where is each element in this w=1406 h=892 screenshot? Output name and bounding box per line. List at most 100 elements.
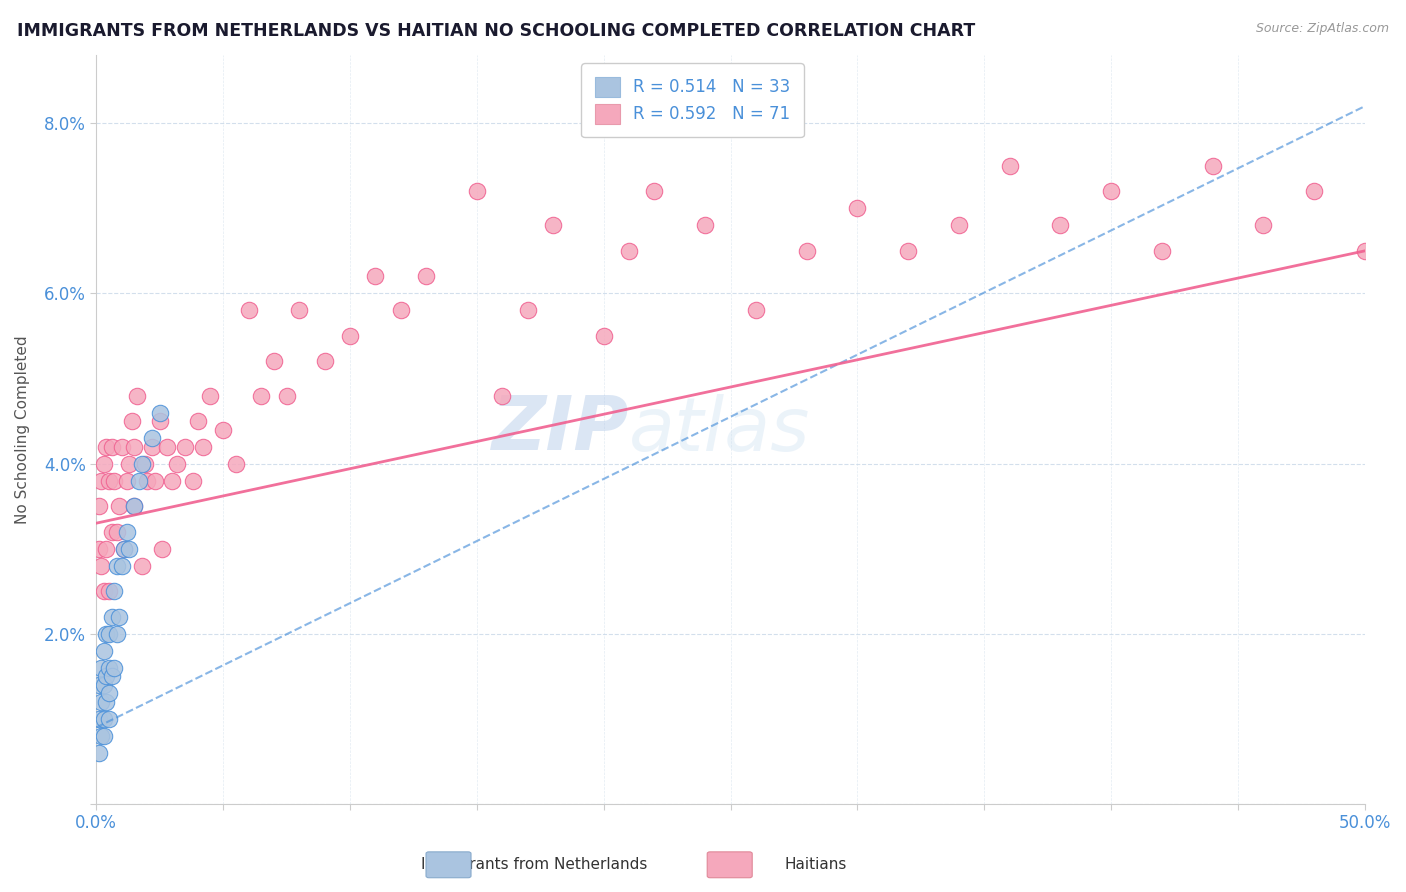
Point xyxy=(121,414,143,428)
Point xyxy=(187,414,209,428)
Point xyxy=(150,541,173,556)
Point xyxy=(1201,159,1223,173)
Point xyxy=(617,244,640,258)
Point xyxy=(141,440,163,454)
Point xyxy=(1253,219,1275,233)
Point xyxy=(134,457,156,471)
Point xyxy=(998,159,1021,173)
Point xyxy=(103,661,125,675)
Point xyxy=(124,499,146,513)
Point xyxy=(98,686,121,700)
Point xyxy=(96,440,118,454)
Point xyxy=(238,303,260,318)
Point xyxy=(87,746,110,760)
Text: Haitians: Haitians xyxy=(785,857,846,872)
Point xyxy=(191,440,214,454)
Point xyxy=(897,244,920,258)
Point xyxy=(225,457,247,471)
Point xyxy=(100,524,122,539)
Point xyxy=(128,474,150,488)
Point xyxy=(131,558,153,573)
Point xyxy=(516,303,538,318)
Point xyxy=(96,669,118,683)
Point xyxy=(288,303,311,318)
Point xyxy=(93,457,115,471)
Point xyxy=(90,558,112,573)
Point xyxy=(1099,184,1122,198)
Point xyxy=(541,219,564,233)
Point xyxy=(1354,244,1376,258)
Point xyxy=(491,388,513,402)
Point xyxy=(96,695,118,709)
Point xyxy=(1049,219,1071,233)
Point xyxy=(166,457,188,471)
Point xyxy=(212,423,235,437)
Point xyxy=(263,354,285,368)
Point xyxy=(112,541,135,556)
Point xyxy=(846,202,869,216)
Point xyxy=(90,474,112,488)
Point xyxy=(111,558,134,573)
Point xyxy=(143,474,166,488)
Point xyxy=(103,474,125,488)
Point xyxy=(108,609,131,624)
Point xyxy=(87,678,110,692)
Point xyxy=(314,354,336,368)
Point xyxy=(141,431,163,445)
Point xyxy=(90,661,112,675)
Point xyxy=(118,541,141,556)
Point xyxy=(276,388,298,402)
Point xyxy=(90,695,112,709)
Point xyxy=(149,405,172,419)
Point xyxy=(136,474,159,488)
Point xyxy=(162,474,184,488)
Point xyxy=(465,184,488,198)
Point xyxy=(156,440,179,454)
Point xyxy=(93,712,115,726)
Point xyxy=(87,541,110,556)
Y-axis label: No Schooling Completed: No Schooling Completed xyxy=(15,335,30,524)
Point xyxy=(181,474,204,488)
Point xyxy=(415,269,437,284)
Point xyxy=(124,440,146,454)
Point xyxy=(364,269,387,284)
Text: atlas: atlas xyxy=(628,393,810,466)
Point xyxy=(125,388,148,402)
Point xyxy=(174,440,197,454)
Point xyxy=(93,644,115,658)
Point xyxy=(115,474,138,488)
Point xyxy=(103,584,125,599)
Point xyxy=(796,244,818,258)
Point xyxy=(745,303,768,318)
Point xyxy=(100,440,122,454)
Point xyxy=(131,457,153,471)
Point xyxy=(105,524,128,539)
Point xyxy=(250,388,273,402)
Text: IMMIGRANTS FROM NETHERLANDS VS HAITIAN NO SCHOOLING COMPLETED CORRELATION CHART: IMMIGRANTS FROM NETHERLANDS VS HAITIAN N… xyxy=(17,22,976,40)
Point xyxy=(149,414,172,428)
Point xyxy=(98,584,121,599)
Point xyxy=(115,524,138,539)
Point xyxy=(96,541,118,556)
Point xyxy=(124,499,146,513)
Point xyxy=(100,609,122,624)
Point xyxy=(98,661,121,675)
Point xyxy=(592,329,614,343)
Point xyxy=(98,627,121,641)
Point xyxy=(105,558,128,573)
Point xyxy=(93,729,115,743)
Point xyxy=(695,219,717,233)
Point xyxy=(93,584,115,599)
Point xyxy=(87,712,110,726)
Legend: R = 0.514   N = 33, R = 0.592   N = 71: R = 0.514 N = 33, R = 0.592 N = 71 xyxy=(581,63,804,137)
Point xyxy=(389,303,412,318)
Point xyxy=(93,678,115,692)
Point xyxy=(1150,244,1173,258)
Point xyxy=(98,474,121,488)
Point xyxy=(200,388,222,402)
Point xyxy=(96,627,118,641)
Text: Source: ZipAtlas.com: Source: ZipAtlas.com xyxy=(1256,22,1389,36)
Point xyxy=(105,627,128,641)
Text: Immigrants from Netherlands: Immigrants from Netherlands xyxy=(420,857,648,872)
Point xyxy=(87,499,110,513)
